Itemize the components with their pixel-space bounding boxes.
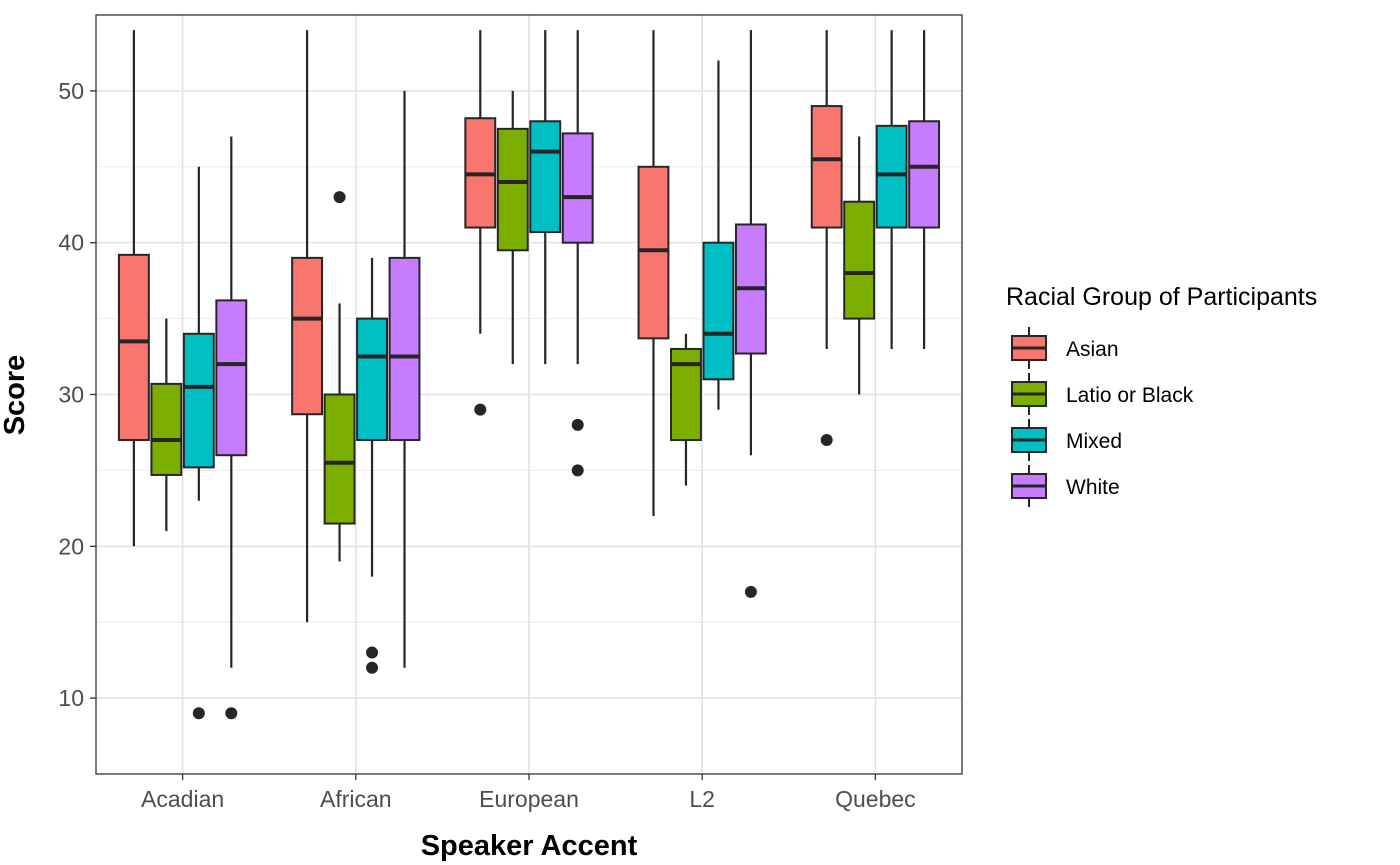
box-body — [356, 317, 388, 442]
legend: Racial Group of Participants Asian Latio … — [1006, 283, 1317, 507]
box-white-african — [388, 90, 421, 668]
box-body — [323, 393, 356, 525]
box-latio-or-black-european — [496, 90, 529, 365]
box-latio-or-black-quebec — [843, 136, 876, 395]
box-body — [182, 332, 215, 469]
outlier-point — [192, 707, 205, 720]
box-latio-or-black-acadian — [150, 318, 183, 532]
box-asian-quebec — [810, 30, 843, 447]
outlier-point — [571, 464, 584, 477]
box-body — [702, 241, 735, 381]
x-tick-label: Quebec — [835, 786, 916, 812]
outlier-point — [744, 585, 757, 598]
legend-label: Mixed — [1066, 430, 1122, 453]
legend-label: White — [1066, 476, 1120, 499]
box-mixed-l2 — [702, 60, 735, 410]
legend-item-mixed: Mixed — [1011, 419, 1122, 461]
y-axis-title: Score — [0, 355, 31, 436]
legend-item-asian: Asian — [1011, 327, 1119, 369]
box-body — [388, 256, 421, 442]
box-layer — [117, 30, 941, 720]
box-body — [810, 105, 843, 229]
outlier-point — [333, 191, 346, 204]
x-tick-label: L2 — [689, 786, 715, 812]
x-tick-label: Acadian — [141, 786, 224, 812]
box-white-l2 — [734, 30, 767, 598]
box-mixed-acadian — [182, 166, 215, 720]
y-tick-label: 50 — [58, 78, 84, 104]
box-asian-l2 — [637, 30, 670, 516]
box-mixed-quebec — [875, 30, 908, 349]
box-asian-european — [464, 30, 497, 416]
outlier-point — [366, 646, 379, 659]
x-tick-label: African — [320, 786, 392, 812]
legend-item-white: White — [1011, 465, 1120, 507]
box-white-acadian — [215, 136, 248, 720]
x-axis-title: Speaker Accent — [421, 830, 638, 862]
legend-label: Latio or Black — [1066, 384, 1194, 407]
outlier-point — [366, 661, 379, 674]
outlier-point — [474, 403, 487, 416]
box-asian-acadian — [117, 30, 150, 547]
x-tick-label: European — [479, 786, 579, 812]
y-tick-label: 10 — [58, 685, 84, 711]
outlier-point — [571, 418, 584, 431]
box-body — [150, 382, 183, 476]
box-body — [843, 200, 876, 320]
box-mixed-european — [529, 30, 562, 365]
box-latio-or-black-african — [323, 191, 356, 562]
axis-layer: 10 20 30 40 50 Acadian African European L2 Quebec — [58, 78, 915, 812]
legend-title: Racial Group of Participants — [1006, 283, 1317, 311]
box-body — [117, 253, 150, 442]
box-white-quebec — [908, 30, 941, 349]
legend-item-latio-or-black: Latio or Black — [1011, 373, 1194, 415]
y-tick-label: 30 — [58, 382, 84, 408]
box-body — [529, 120, 562, 234]
box-body — [908, 120, 941, 229]
box-white-european — [561, 30, 594, 477]
y-tick-label: 20 — [58, 533, 84, 559]
y-tick-label: 40 — [58, 230, 84, 256]
box-latio-or-black-l2 — [670, 333, 702, 486]
outlier-point — [820, 434, 833, 447]
box-body — [496, 127, 529, 252]
box-body — [215, 299, 248, 457]
box-body — [291, 256, 324, 416]
box-asian-african — [291, 30, 324, 623]
box-mixed-african — [356, 257, 388, 674]
box-body — [561, 132, 594, 244]
box-body — [875, 124, 908, 229]
box-body — [637, 165, 670, 340]
outlier-point — [225, 707, 238, 720]
legend-label: Asian — [1066, 338, 1119, 361]
